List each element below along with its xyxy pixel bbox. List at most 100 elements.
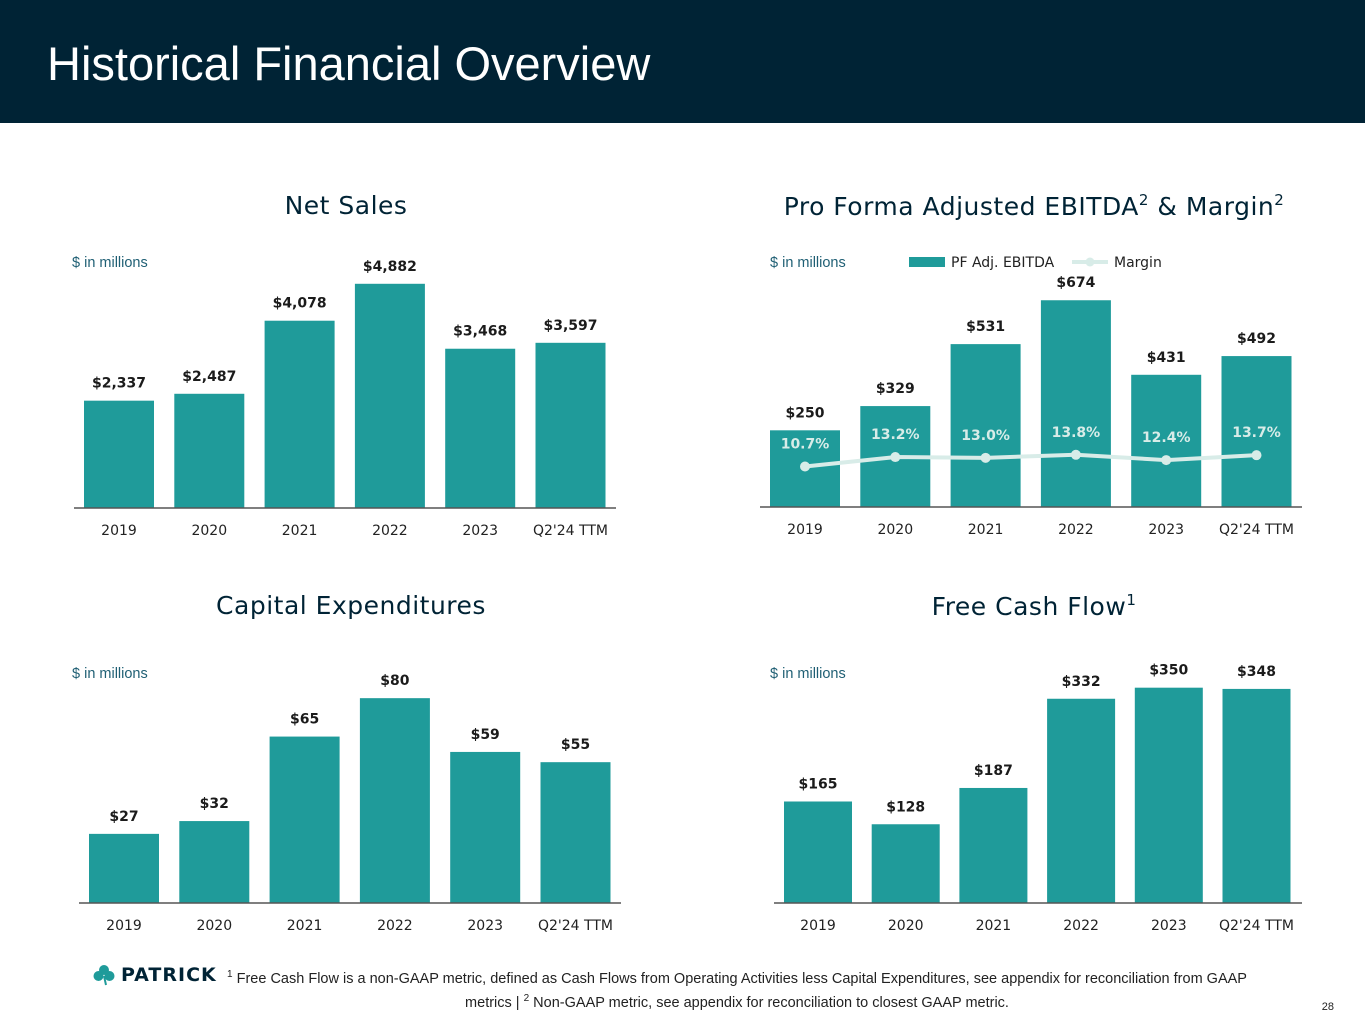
fcf-category-label-2: 2021 bbox=[976, 918, 1012, 934]
fcf-category-label-0: 2019 bbox=[800, 918, 836, 934]
margin-line bbox=[804, 452, 1257, 469]
fcf-bar-5 bbox=[1222, 688, 1291, 903]
fcf-value-label-4: $350 bbox=[1149, 663, 1188, 679]
capex-value-label-5: $55 bbox=[561, 737, 590, 753]
fcf-bar-2 bbox=[959, 787, 1028, 903]
margin-label-1: 13.2% bbox=[871, 427, 920, 443]
margin-label-4: 12.4% bbox=[1142, 430, 1191, 446]
net_sales-bar-2 bbox=[264, 320, 335, 508]
ebitda-bar-5 bbox=[1221, 356, 1292, 507]
capex-bar-1 bbox=[179, 821, 250, 903]
fcf-bar-4 bbox=[1134, 687, 1203, 903]
shamrock-icon bbox=[93, 965, 115, 986]
net_sales-value-label-0: $2,337 bbox=[92, 376, 146, 392]
fcf-category-label-1: 2020 bbox=[888, 918, 924, 934]
ebitda-category-label-3: 2022 bbox=[1058, 522, 1094, 538]
capex-category-label-3: 2022 bbox=[377, 918, 413, 934]
capex-value-label-0: $27 bbox=[109, 809, 138, 825]
ebitda-category-label-0: 2019 bbox=[787, 522, 823, 538]
fcf-value-label-2: $187 bbox=[974, 763, 1013, 779]
fcf-category-label-4: 2023 bbox=[1151, 918, 1187, 934]
margin-label-0: 10.7% bbox=[781, 437, 830, 453]
page-number: 28 bbox=[1321, 1001, 1334, 1013]
net_sales-value-label-3: $4,882 bbox=[363, 259, 417, 275]
capex-bar-0 bbox=[89, 833, 159, 903]
fcf-category-label-5: Q2'24 TTM bbox=[1219, 918, 1294, 934]
ebitda-bar-2 bbox=[950, 344, 1021, 507]
fcf-category-label-3: 2022 bbox=[1063, 918, 1099, 934]
margin-label-5: 13.7% bbox=[1232, 425, 1281, 441]
margin-point-1 bbox=[890, 452, 901, 463]
ebitda-units: $ in millions bbox=[770, 255, 846, 271]
capex-category-label-1: 2020 bbox=[196, 918, 232, 934]
ebitda-value-label-3: $674 bbox=[1056, 275, 1095, 291]
capex-category-label-0: 2019 bbox=[106, 918, 142, 934]
net_sales-bar-4 bbox=[445, 348, 516, 508]
ebitda-bar-3 bbox=[1040, 300, 1111, 507]
net_sales-value-label-1: $2,487 bbox=[182, 369, 236, 385]
fcf-value-label-3: $332 bbox=[1062, 674, 1101, 690]
ebitda-value-label-4: $431 bbox=[1147, 350, 1186, 366]
fcf-value-label-0: $165 bbox=[799, 776, 838, 792]
logo-wordmark: PATRICK bbox=[121, 964, 217, 986]
net_sales-category-label-1: 2020 bbox=[191, 523, 227, 539]
margin-point-3 bbox=[1070, 449, 1081, 460]
capex-category-label-2: 2021 bbox=[287, 918, 323, 934]
net-sales-units: $ in millions bbox=[72, 255, 148, 271]
margin-label-2: 13.0% bbox=[961, 428, 1010, 444]
legend-margin-dot bbox=[1085, 257, 1095, 267]
ebitda-value-label-1: $329 bbox=[876, 381, 915, 397]
fcf-bar-0 bbox=[784, 801, 852, 903]
legend-margin-label: Margin bbox=[1114, 255, 1162, 271]
net_sales-bar-3 bbox=[354, 283, 425, 508]
ebitda-value-label-2: $531 bbox=[966, 319, 1005, 335]
fcf-bar-3 bbox=[1047, 698, 1116, 903]
ebitda-bar-4 bbox=[1131, 374, 1202, 507]
net_sales-bar-0 bbox=[84, 400, 154, 508]
margin-label-3: 13.8% bbox=[1052, 425, 1101, 441]
legend-bar-swatch bbox=[909, 257, 945, 267]
fcf-bar-1 bbox=[871, 824, 940, 903]
ebitda-value-label-5: $492 bbox=[1237, 331, 1276, 347]
net_sales-bar-1 bbox=[174, 393, 245, 508]
net_sales-value-label-2: $4,078 bbox=[273, 296, 327, 312]
net_sales-category-label-0: 2019 bbox=[101, 523, 137, 539]
capex-title: Capital Expenditures bbox=[216, 591, 486, 620]
net_sales-category-label-3: 2022 bbox=[372, 523, 408, 539]
capex-bar-4 bbox=[450, 751, 521, 903]
margin-point-2 bbox=[980, 452, 991, 463]
ebitda-category-label-1: 2020 bbox=[877, 522, 913, 538]
capex-value-label-4: $59 bbox=[471, 727, 500, 743]
net_sales-category-label-2: 2021 bbox=[282, 523, 318, 539]
legend-ebitda-label: PF Adj. EBITDA bbox=[951, 255, 1055, 271]
net_sales-category-label-5: Q2'24 TTM bbox=[533, 523, 608, 539]
ebitda-category-label-2: 2021 bbox=[968, 522, 1004, 538]
capex-value-label-2: $65 bbox=[290, 712, 319, 728]
capex-category-label-5: Q2'24 TTM bbox=[538, 918, 613, 934]
capex-bar-2 bbox=[269, 736, 340, 903]
capex-units: $ in millions bbox=[72, 666, 148, 682]
patrick-logo: PATRICK bbox=[93, 963, 217, 987]
ebitda-value-label-0: $250 bbox=[786, 405, 825, 421]
margin-point-0 bbox=[800, 461, 810, 472]
footnote: 1 Free Cash Flow is a non-GAAP metric, d… bbox=[227, 969, 1247, 1011]
header-bar: Historical Financial Overview bbox=[0, 0, 1365, 123]
net_sales-value-label-5: $3,597 bbox=[543, 318, 597, 334]
net_sales-category-label-4: 2023 bbox=[462, 523, 498, 539]
net_sales-bar-5 bbox=[535, 342, 606, 508]
fcf-value-label-1: $128 bbox=[886, 799, 925, 815]
margin-point-4 bbox=[1161, 455, 1172, 466]
net-sales-title: Net Sales bbox=[284, 191, 408, 220]
margin-point-5 bbox=[1251, 450, 1262, 461]
capex-value-label-1: $32 bbox=[200, 796, 229, 812]
capex-bar-5 bbox=[540, 762, 611, 903]
capex-value-label-3: $80 bbox=[380, 673, 409, 689]
net_sales-value-label-4: $3,468 bbox=[453, 324, 507, 340]
ebitda-category-label-5: Q2'24 TTM bbox=[1219, 522, 1294, 538]
capex-category-label-4: 2023 bbox=[467, 918, 503, 934]
fcf-value-label-5: $348 bbox=[1237, 664, 1276, 680]
